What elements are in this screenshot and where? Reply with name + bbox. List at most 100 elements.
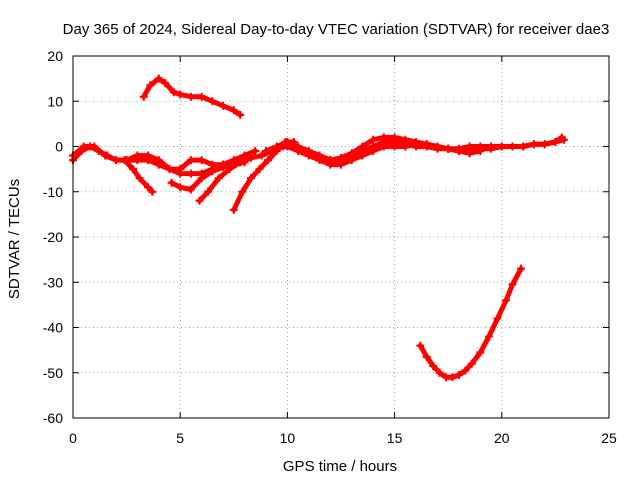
series-arc-10 [315,135,568,165]
data-point [369,135,378,144]
data-point [154,156,163,165]
x-tick-label: 10 [280,430,296,446]
data-point [369,142,378,151]
data-point [197,156,206,165]
data-point [508,280,517,289]
grid [73,56,609,418]
data-point [154,74,163,83]
data-point [144,183,153,192]
data-point [461,366,470,375]
data-point [454,144,463,153]
data-point [90,142,99,151]
y-tick-label: -30 [43,274,63,290]
data-point [435,368,444,377]
data-point [236,110,245,119]
data-point [508,142,517,151]
y-tick-label: -50 [43,365,63,381]
data-point [238,187,247,196]
data-point [139,92,148,101]
x-tick-label: 20 [494,430,510,446]
data-point [416,341,425,350]
data-point [246,153,255,162]
data-point [208,97,217,106]
data-point [465,142,474,151]
data-point [448,373,457,382]
y-tick-label: 0 [55,139,63,155]
data-point [148,187,157,196]
data-point [101,151,110,160]
data-point [467,359,476,368]
data-point [422,142,431,151]
x-axis-title: GPS time / hours [283,458,397,475]
data-point [502,296,511,305]
data-point [165,165,174,174]
data-point [283,142,292,151]
data-point [412,142,421,151]
data-point [379,137,388,146]
data-point [326,156,335,165]
data-point [337,156,345,165]
data-point [208,167,217,176]
data-point [229,205,238,214]
data-point [219,101,228,110]
y-tick-label: 20 [47,48,63,64]
data-point [529,140,538,149]
data-point [484,332,493,341]
data-point [176,183,185,192]
data-point [195,196,204,205]
data-point [167,178,176,187]
data-point [176,90,185,99]
data-point [304,151,313,160]
data-point [401,140,410,149]
data-point [519,142,528,151]
data-point [517,264,526,273]
data-point [129,165,138,174]
data-point [186,169,195,178]
x-tick-label: 25 [601,430,617,446]
data-point [257,151,266,160]
data-point [169,88,178,97]
data-point [144,151,153,160]
data-point [272,142,281,151]
data-point [429,361,438,370]
y-tick-label: -60 [43,410,63,426]
data-point [255,165,264,174]
data-point [176,165,185,174]
data-point [390,137,399,146]
y-tick-label: 10 [47,93,63,109]
data-point [294,147,303,156]
data-point [197,174,206,183]
data-point [264,156,273,165]
data-point [197,92,206,101]
data-point [225,165,234,174]
data-point [122,156,131,165]
data-point [315,151,324,160]
y-tick-label: -40 [43,320,63,336]
data-point [246,174,255,183]
data-point [186,156,195,165]
data-point [559,135,568,144]
data-point [236,158,245,167]
x-tick-label: 0 [69,430,77,446]
data-point [111,156,120,165]
data-point [186,92,195,101]
series-arc-4 [139,74,245,119]
data-point [229,106,238,115]
data-point [79,142,88,151]
data-point [204,187,213,196]
data-point [186,185,195,194]
x-tick-label: 15 [387,430,403,446]
data-point [251,147,260,156]
data-point [476,348,485,357]
data-point [465,149,474,158]
data-point [476,142,485,151]
data-point [146,81,155,90]
ticks: 0 5 10 15 20 25 -60 -50 -40 -30 -20 -10 0 10 20 [43,48,617,446]
data-point [161,79,170,88]
data-point [422,352,431,361]
data-point [493,314,502,323]
series-arc-11 [416,264,526,382]
x-tick-label: 5 [176,430,184,446]
data-point [214,174,223,183]
